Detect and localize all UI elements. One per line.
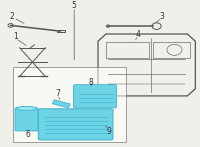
- Text: 7: 7: [55, 89, 60, 98]
- Ellipse shape: [16, 106, 37, 110]
- Text: 2: 2: [9, 12, 14, 21]
- Polygon shape: [52, 100, 70, 108]
- Text: 6: 6: [25, 130, 30, 139]
- Text: 5: 5: [72, 1, 77, 10]
- Text: 9: 9: [107, 127, 111, 136]
- FancyBboxPatch shape: [74, 85, 116, 108]
- Text: 8: 8: [89, 78, 93, 87]
- FancyBboxPatch shape: [15, 108, 38, 131]
- Text: 4: 4: [135, 30, 140, 39]
- FancyBboxPatch shape: [13, 67, 126, 142]
- Text: 1: 1: [13, 32, 18, 41]
- FancyBboxPatch shape: [38, 109, 113, 140]
- Text: 3: 3: [159, 12, 164, 21]
